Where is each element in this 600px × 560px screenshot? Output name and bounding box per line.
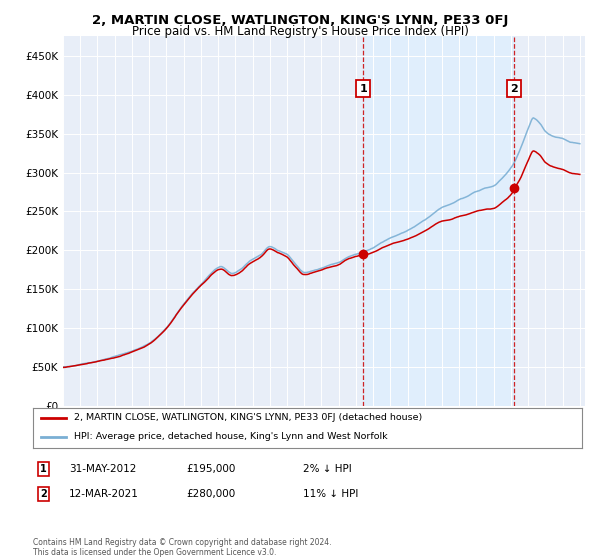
Text: 1: 1 — [40, 464, 47, 474]
Text: 31-MAY-2012: 31-MAY-2012 — [69, 464, 136, 474]
Text: £195,000: £195,000 — [186, 464, 235, 474]
Text: Contains HM Land Registry data © Crown copyright and database right 2024.
This d: Contains HM Land Registry data © Crown c… — [33, 538, 331, 557]
Text: HPI: Average price, detached house, King's Lynn and West Norfolk: HPI: Average price, detached house, King… — [74, 432, 388, 441]
Text: 1: 1 — [359, 83, 367, 94]
Text: 12-MAR-2021: 12-MAR-2021 — [69, 489, 139, 499]
Text: 2, MARTIN CLOSE, WATLINGTON, KING'S LYNN, PE33 0FJ (detached house): 2, MARTIN CLOSE, WATLINGTON, KING'S LYNN… — [74, 413, 422, 422]
Bar — [363, 36, 514, 406]
Text: 2% ↓ HPI: 2% ↓ HPI — [303, 464, 352, 474]
Text: Price paid vs. HM Land Registry's House Price Index (HPI): Price paid vs. HM Land Registry's House … — [131, 25, 469, 38]
Text: 2: 2 — [511, 83, 518, 94]
Text: £280,000: £280,000 — [186, 489, 235, 499]
Text: 2, MARTIN CLOSE, WATLINGTON, KING'S LYNN, PE33 0FJ: 2, MARTIN CLOSE, WATLINGTON, KING'S LYNN… — [92, 14, 508, 27]
Text: 2: 2 — [40, 489, 47, 499]
Text: 11% ↓ HPI: 11% ↓ HPI — [303, 489, 358, 499]
